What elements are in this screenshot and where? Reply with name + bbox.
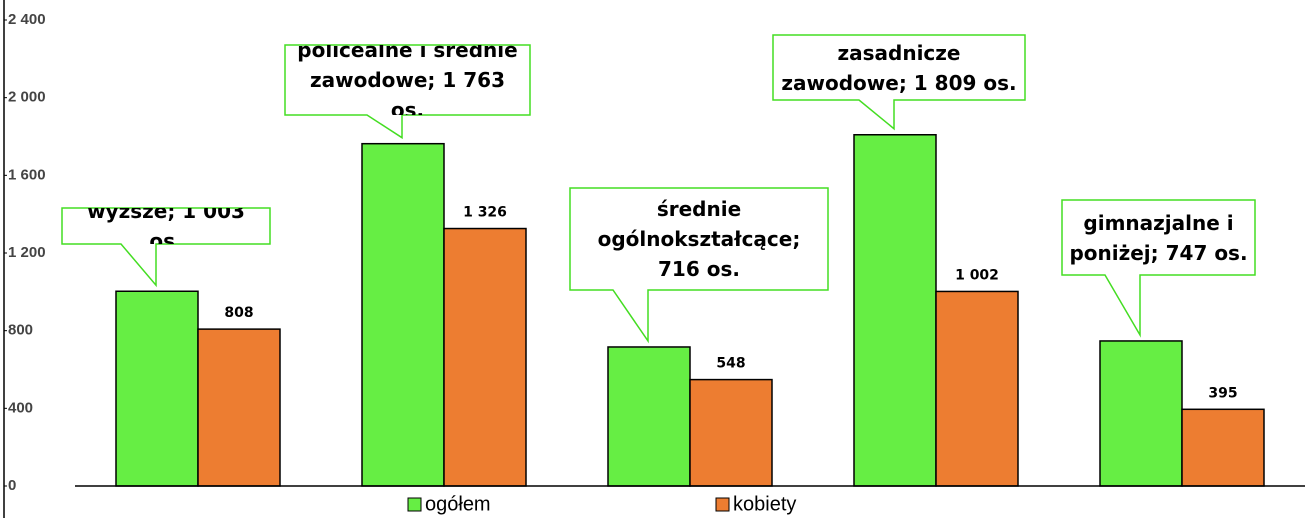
bar <box>197 328 281 487</box>
callout: wyższe; 1 003 os. <box>87 208 245 244</box>
y-tick-label: 2 400 <box>8 11 46 28</box>
callout-box <box>1061 199 1256 338</box>
callout: średnie ogólnokształcące; 716 os. <box>597 197 801 281</box>
y-tick-label: 2 000 <box>8 89 46 106</box>
bar <box>853 134 937 487</box>
callout: gimnazjalne i poniżej; 747 os. <box>1069 210 1248 265</box>
legend-label: ogółem <box>425 493 491 515</box>
bar <box>443 227 527 487</box>
bar <box>935 290 1019 487</box>
bar <box>689 378 773 487</box>
y-tick-label: 1 600 <box>8 166 46 183</box>
callout-box <box>284 44 531 140</box>
value-label: gimnazjalne i poniżej; 747 os. <box>1069 210 1248 265</box>
value-label: 548 <box>716 356 745 372</box>
legend-swatch <box>715 497 730 512</box>
legend-swatch <box>407 497 422 512</box>
value-label: średnie ogólnokształcące; 716 os. <box>597 197 801 281</box>
callout-box <box>772 34 1026 131</box>
value-label: 1 002 <box>955 267 999 283</box>
bar <box>115 290 199 487</box>
bar <box>361 142 445 487</box>
value-label: wyższe; 1 003 os. <box>87 208 245 244</box>
bar <box>1181 408 1265 487</box>
bar <box>607 346 691 487</box>
callout: zasadnicze zawodowe; 1 809 os. <box>781 40 1017 95</box>
y-tick-label: 400 <box>8 399 33 416</box>
y-tick-label: 800 <box>8 322 33 339</box>
callout-box <box>569 187 829 344</box>
y-tick-label: 1 200 <box>8 244 46 261</box>
value-label: 1 326 <box>463 205 507 221</box>
y-tick-label: 0 <box>8 477 16 494</box>
value-label: 808 <box>224 305 253 321</box>
bar <box>1099 340 1183 487</box>
value-label: zasadnicze zawodowe; 1 809 os. <box>781 40 1017 95</box>
legend-label: kobiety <box>733 493 796 515</box>
value-label: 395 <box>1208 385 1237 401</box>
callout-box <box>61 207 271 288</box>
callout: policealne i średnie zawodowe; 1 763 os. <box>297 45 518 115</box>
value-label: policealne i średnie zawodowe; 1 763 os. <box>297 45 518 115</box>
